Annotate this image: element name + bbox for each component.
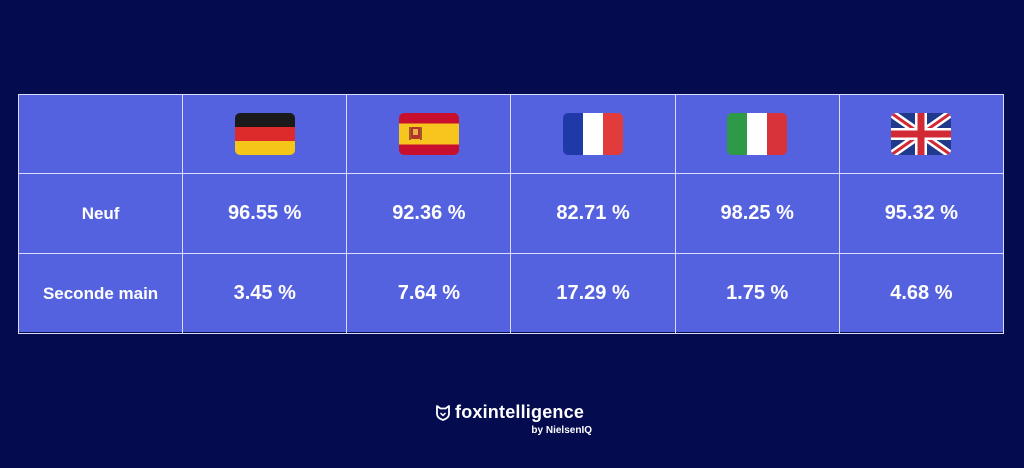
column-spain xyxy=(346,94,512,174)
value-cell: 95.32 % xyxy=(838,173,1005,254)
header-row xyxy=(17,94,1005,174)
column-italy xyxy=(674,94,840,174)
brand-logo: foxintelligence by NielsenIQ xyxy=(436,402,606,442)
column-uk xyxy=(838,94,1005,174)
column-germany xyxy=(182,94,348,174)
france-flag-icon xyxy=(563,113,624,155)
value-cell: 92.36 % xyxy=(346,173,512,254)
value-cell: 17.29 % xyxy=(510,253,676,334)
value-cell: 98.25 % xyxy=(674,173,840,254)
spain-flag-icon xyxy=(398,113,459,155)
value-cell: 4.68 % xyxy=(838,253,1005,334)
uk-flag-icon xyxy=(891,113,952,155)
column-france xyxy=(510,94,676,174)
fox-logo-icon xyxy=(436,404,450,421)
table-row: Neuf 96.55 % 92.36 % 82.71 % 98.25 % 95.… xyxy=(17,173,1005,254)
value-cell: 1.75 % xyxy=(674,253,840,334)
italy-flag-icon xyxy=(727,113,788,155)
brand-row: foxintelligence xyxy=(436,402,606,423)
value-cell: 82.71 % xyxy=(510,173,676,254)
brand-name: foxintelligence xyxy=(455,402,585,422)
data-table: Neuf 96.55 % 92.36 % 82.71 % 98.25 % 95.… xyxy=(17,94,1005,334)
value-cell: 96.55 % xyxy=(182,173,348,254)
row-label: Seconde main xyxy=(17,253,184,334)
value-cell: 3.45 % xyxy=(182,253,348,334)
empty-corner-cell xyxy=(17,94,184,174)
brand-subtitle: by NielsenIQ xyxy=(531,425,592,436)
row-label: Neuf xyxy=(17,173,184,254)
market-share-table: Neuf 96.55 % 92.36 % 82.71 % 98.25 % 95.… xyxy=(17,94,1005,334)
table-row: Seconde main 3.45 % 7.64 % 17.29 % 1.75 … xyxy=(17,253,1005,334)
germany-flag-icon xyxy=(234,113,295,155)
value-cell: 7.64 % xyxy=(346,253,512,334)
